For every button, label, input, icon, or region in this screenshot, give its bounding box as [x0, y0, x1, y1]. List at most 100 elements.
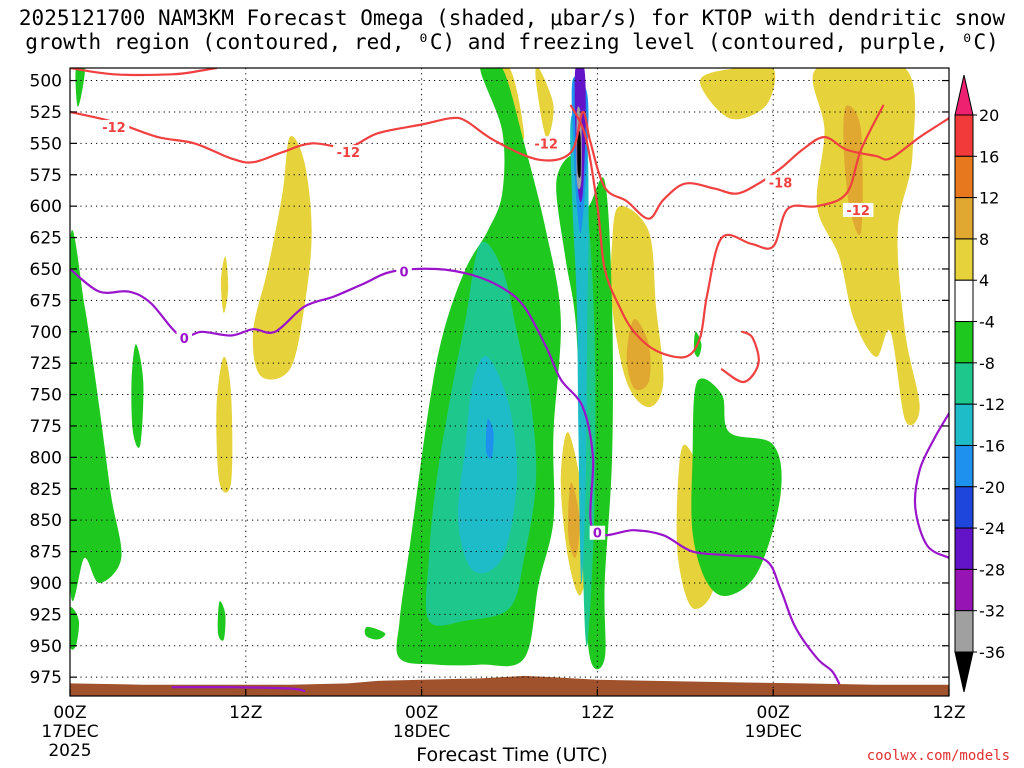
contour-label-background	[396, 264, 412, 279]
y-tick-label: 500	[30, 72, 62, 92]
y-tick-label: 775	[30, 417, 62, 437]
omega-region	[364, 626, 386, 640]
colorbar-label: -28	[979, 560, 1005, 579]
y-tick-label: 700	[30, 323, 62, 343]
x-tick-date-label: 19DEC	[745, 722, 802, 742]
credit-link[interactable]: coolwx.com/models	[866, 748, 1010, 764]
colorbar-label: -20	[979, 478, 1005, 497]
contour-layer: -12 -12 -12 -18 -12 0 0 0	[70, 68, 949, 693]
y-tick-label: 875	[30, 543, 62, 563]
colorbar-swatch	[954, 444, 974, 488]
y-tick-label: 750	[30, 386, 62, 406]
y-tick-label: 650	[30, 260, 62, 280]
y-tick-label: 975	[30, 668, 62, 688]
x-tick-label: 12Z	[581, 703, 614, 723]
colorbar-label: -4	[979, 313, 995, 332]
omega-region	[626, 319, 651, 391]
y-tick-label: 900	[30, 574, 62, 594]
colorbar-label: 16	[979, 147, 999, 166]
contour-label-background	[98, 120, 130, 135]
y-tick-label: 825	[30, 480, 62, 500]
omega-region	[70, 607, 80, 650]
x-tick-date-label: 18DEC	[393, 722, 450, 742]
contour-line	[70, 110, 949, 220]
contour-label: -18	[769, 176, 793, 191]
contour-label: -12	[337, 146, 361, 161]
contour-label: -12	[846, 204, 870, 219]
colorbar-triangle-top	[954, 74, 974, 116]
contour-label: -12	[534, 137, 558, 152]
x-tick-label: 12Z	[932, 703, 965, 723]
colorbar-swatch	[954, 403, 974, 446]
omega-region	[70, 230, 122, 602]
colorbar-label: 12	[979, 189, 999, 208]
terrain-layer	[70, 675, 949, 696]
contour-label-background	[842, 202, 874, 217]
omega-region	[577, 128, 581, 178]
colorbar-label: -24	[979, 519, 1005, 538]
colorbar-swatch	[954, 279, 974, 323]
y-tick-label: 725	[30, 354, 62, 374]
colorbar-triangle-bottom	[954, 651, 974, 693]
contour-label: 0	[593, 527, 602, 542]
contour-label-background	[176, 331, 193, 346]
colorbar-swatch	[954, 362, 974, 405]
y-tick-label: 675	[30, 291, 62, 311]
y-tick-label: 550	[30, 134, 62, 154]
colorbar-swatch	[954, 238, 974, 281]
omega-region	[535, 68, 554, 138]
y-tick-label: 600	[30, 197, 62, 217]
colorbar-label: -32	[979, 602, 1005, 621]
terrain-fill	[70, 675, 949, 696]
omega-region	[843, 105, 863, 235]
y-tick-label: 525	[30, 103, 62, 123]
colorbar-swatch	[954, 486, 974, 529]
x-tick-label: 12Z	[229, 703, 262, 723]
contour-line	[70, 267, 841, 685]
x-tick-label: 00Z	[405, 703, 438, 723]
colorbar-swatch	[954, 568, 974, 612]
colorbar-swatch	[954, 321, 974, 364]
colorbar-label: -36	[979, 643, 1005, 662]
x-tick-date-label: 17DEC	[41, 722, 98, 742]
contour-line	[720, 330, 760, 384]
colorbar-swatch	[954, 610, 974, 653]
colorbar-swatch	[954, 197, 974, 240]
contour-label-background	[765, 175, 796, 190]
contour-label: -12	[102, 121, 126, 136]
omega-shading-layer	[70, 68, 920, 670]
omega-region	[567, 482, 580, 559]
colorbar-swatch	[954, 114, 974, 157]
y-tick-label: 575	[30, 166, 62, 186]
omega-region	[485, 419, 494, 459]
chart-title-line-2: growth region (contoured, red, ⁰C) and f…	[25, 30, 999, 54]
y-tick-label: 625	[30, 229, 62, 249]
omega-region	[220, 256, 229, 313]
contour-label-background	[530, 136, 562, 151]
omega-region	[216, 356, 233, 493]
colorbar-label: -16	[979, 436, 1005, 455]
grid-layer	[69, 68, 950, 696]
omega-region	[75, 68, 85, 107]
contour-line	[171, 686, 306, 693]
colorbar-label: -8	[979, 354, 995, 373]
y-tick-label: 950	[30, 637, 62, 657]
omega-region	[570, 112, 589, 584]
colorbar-label: 4	[979, 271, 989, 290]
x-axis-title: Forecast Time (UTC)	[416, 744, 608, 766]
y-axis: 500 525 550 575 600 625 650 675 700 725 750 775 800 8…	[30, 72, 949, 688]
omega-region	[699, 68, 776, 120]
colorbar-swatch	[954, 527, 974, 570]
contour-line	[70, 68, 218, 76]
omega-region	[131, 344, 144, 448]
colorbar-label: 20	[979, 106, 999, 125]
plot-frame	[69, 67, 950, 697]
contour-label: 0	[180, 332, 189, 347]
colorbar: 20 16 12 8 4 -4 -8 -12 -16 -20 -24 -28 -32 -36	[954, 74, 1005, 693]
omega-region	[252, 135, 312, 380]
colorbar-label: 8	[979, 230, 989, 249]
y-tick-label: 800	[30, 448, 62, 468]
chart-title-line-1: 2025121700 NAM3KM Forecast Omega (shaded…	[18, 6, 1006, 30]
